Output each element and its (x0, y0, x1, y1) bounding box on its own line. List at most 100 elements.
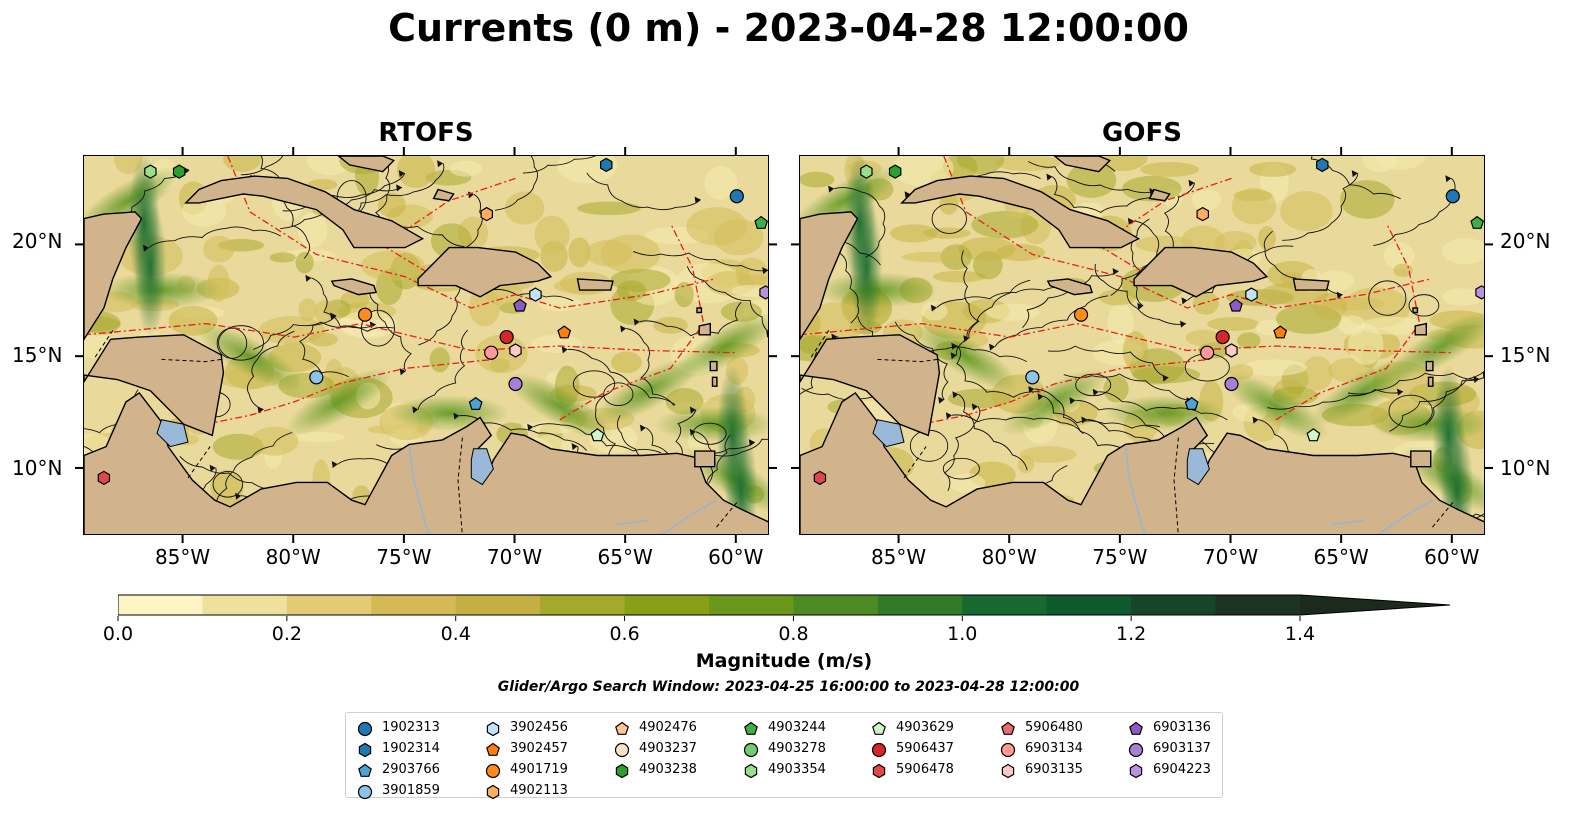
float-marker-3902457 (557, 325, 572, 339)
float-marker-3902456 (529, 287, 542, 302)
legend-label: 4902113 (510, 783, 568, 798)
legend-marker-6903136 (1129, 721, 1143, 735)
current-speed-field (84, 156, 768, 534)
pentagon-marker-icon (744, 721, 758, 735)
lakes (872, 419, 1210, 486)
legend-marker-4902113 (486, 784, 500, 800)
lakes (156, 419, 494, 486)
circle-marker-icon (485, 763, 501, 779)
colorbar-tick-6: 1.2 (1116, 623, 1147, 645)
legend-marker-1902313 (357, 721, 373, 737)
land-masses (84, 156, 768, 534)
lon-label-gofs-3: 70°W (1202, 545, 1259, 569)
land-masses (800, 156, 1484, 534)
legend-label: 5906480 (1025, 720, 1083, 735)
hexagon-marker-icon (1129, 763, 1143, 779)
float-markers (813, 157, 1484, 486)
float-marker-4903238 (172, 164, 186, 179)
lat-label-10n-left: 10°N (12, 456, 63, 480)
float-marker-4903629 (590, 428, 605, 442)
colorbar-tick-0: 0.0 (102, 623, 134, 645)
colorbar-tick-2: 0.4 (440, 623, 471, 645)
legend-marker-4902476 (615, 721, 629, 735)
legend-marker-4903278 (743, 742, 759, 758)
legend-marker-4901719 (485, 763, 501, 779)
lon-label-gofs-1: 80°W (981, 545, 1037, 569)
lon-label-rtofs-1: 80°W (265, 545, 321, 569)
country-borders (94, 330, 738, 534)
rivers (1124, 446, 1434, 534)
float-marker-2903766 (1184, 396, 1199, 410)
float-markers (97, 157, 768, 486)
pentagon-marker-icon (615, 721, 629, 735)
legend-marker-4903629 (872, 721, 886, 735)
legend-marker-6903135 (1001, 763, 1015, 779)
colorbar-tick-7: 1.4 (1284, 623, 1316, 645)
float-marker-6903137 (508, 376, 523, 392)
lon-label-gofs-0: 85°W (870, 545, 927, 569)
colorbar (118, 594, 1451, 616)
pentagon-marker-icon (872, 721, 886, 735)
legend-label: 2903766 (382, 762, 440, 777)
lon-label-rtofs-5: 60°W (708, 545, 764, 569)
colorbar-bin (540, 595, 626, 615)
legend-marker-3901859 (357, 784, 373, 800)
float-marker-4902113 (480, 206, 493, 222)
float-marker-1902313 (729, 189, 744, 204)
float-marker-6904223 (1475, 285, 1484, 300)
float-marker-4903244 (754, 215, 768, 229)
float-marker-4903629 (1306, 428, 1321, 442)
map-panel-gofs (799, 155, 1485, 535)
float-marker-6903135 (509, 343, 522, 358)
colorbar-label: Magnitude (m/s) (695, 650, 873, 672)
panel-title-rtofs: RTOFS (378, 118, 474, 148)
panel-title-gofs: GOFS (1102, 118, 1182, 148)
search-window-caption: Glider/Argo Search Window: 2023-04-25 16… (497, 679, 1080, 695)
figure-title: Currents (0 m) - 2023-04-28 12:00:00 (388, 6, 1189, 50)
legend-label: 1902313 (382, 720, 440, 735)
map-panel-rtofs (83, 155, 769, 535)
pentagon-marker-icon (1129, 721, 1143, 735)
colorbar-bin (1046, 595, 1132, 615)
legend-label: 6903135 (1025, 762, 1083, 777)
legend-marker-4903244 (744, 721, 758, 735)
legend-label: 4903354 (768, 762, 826, 777)
float-marker-3901859 (309, 370, 324, 385)
colorbar-bin (202, 595, 288, 615)
float-marker-1902314 (1315, 157, 1329, 173)
colorbar-bin (877, 595, 963, 615)
legend-label: 6903134 (1025, 741, 1083, 756)
legend-label: 4903629 (896, 720, 954, 735)
colorbar-bin (1131, 595, 1217, 615)
float-marker-1902313 (1445, 189, 1460, 204)
rivers (408, 446, 718, 534)
float-marker-4902113 (1196, 206, 1209, 222)
float-marker-3902457 (1273, 325, 1288, 339)
eez-boundaries (84, 156, 737, 515)
lat-label-20n-left: 20°N (12, 229, 63, 253)
country-borders (810, 330, 1454, 534)
legend-label: 4903238 (639, 762, 697, 777)
lat-label-15n-left: 15°N (12, 343, 63, 367)
hexagon-marker-icon (486, 784, 500, 800)
legend-marker-3902456 (486, 721, 500, 737)
float-marker-4903244 (1470, 215, 1484, 229)
colorbar-bin (455, 595, 541, 615)
circle-marker-icon (1000, 742, 1016, 758)
map-svg-gofs (800, 156, 1484, 534)
hexagon-marker-icon (615, 763, 629, 779)
legend-label: 3901859 (382, 783, 440, 798)
float-marker-5906478 (97, 470, 111, 486)
lat-label-10n-right: 10°N (1500, 456, 1551, 480)
float-marker-6903135 (1225, 343, 1238, 358)
float-marker-5906478 (813, 470, 827, 486)
lat-label-20n-right: 20°N (1500, 229, 1551, 253)
float-marker-5906437 (499, 329, 514, 345)
float-legend: 1902313 1902314 2903766 3901859 3902456 39024… (345, 712, 1223, 800)
legend-label: 4902476 (639, 720, 697, 735)
legend-marker-2903766 (358, 763, 372, 777)
legend-marker-3902457 (486, 742, 500, 756)
colorbar-bin (118, 595, 203, 615)
circle-marker-icon (357, 721, 373, 737)
colorbar-bin (1215, 595, 1301, 615)
